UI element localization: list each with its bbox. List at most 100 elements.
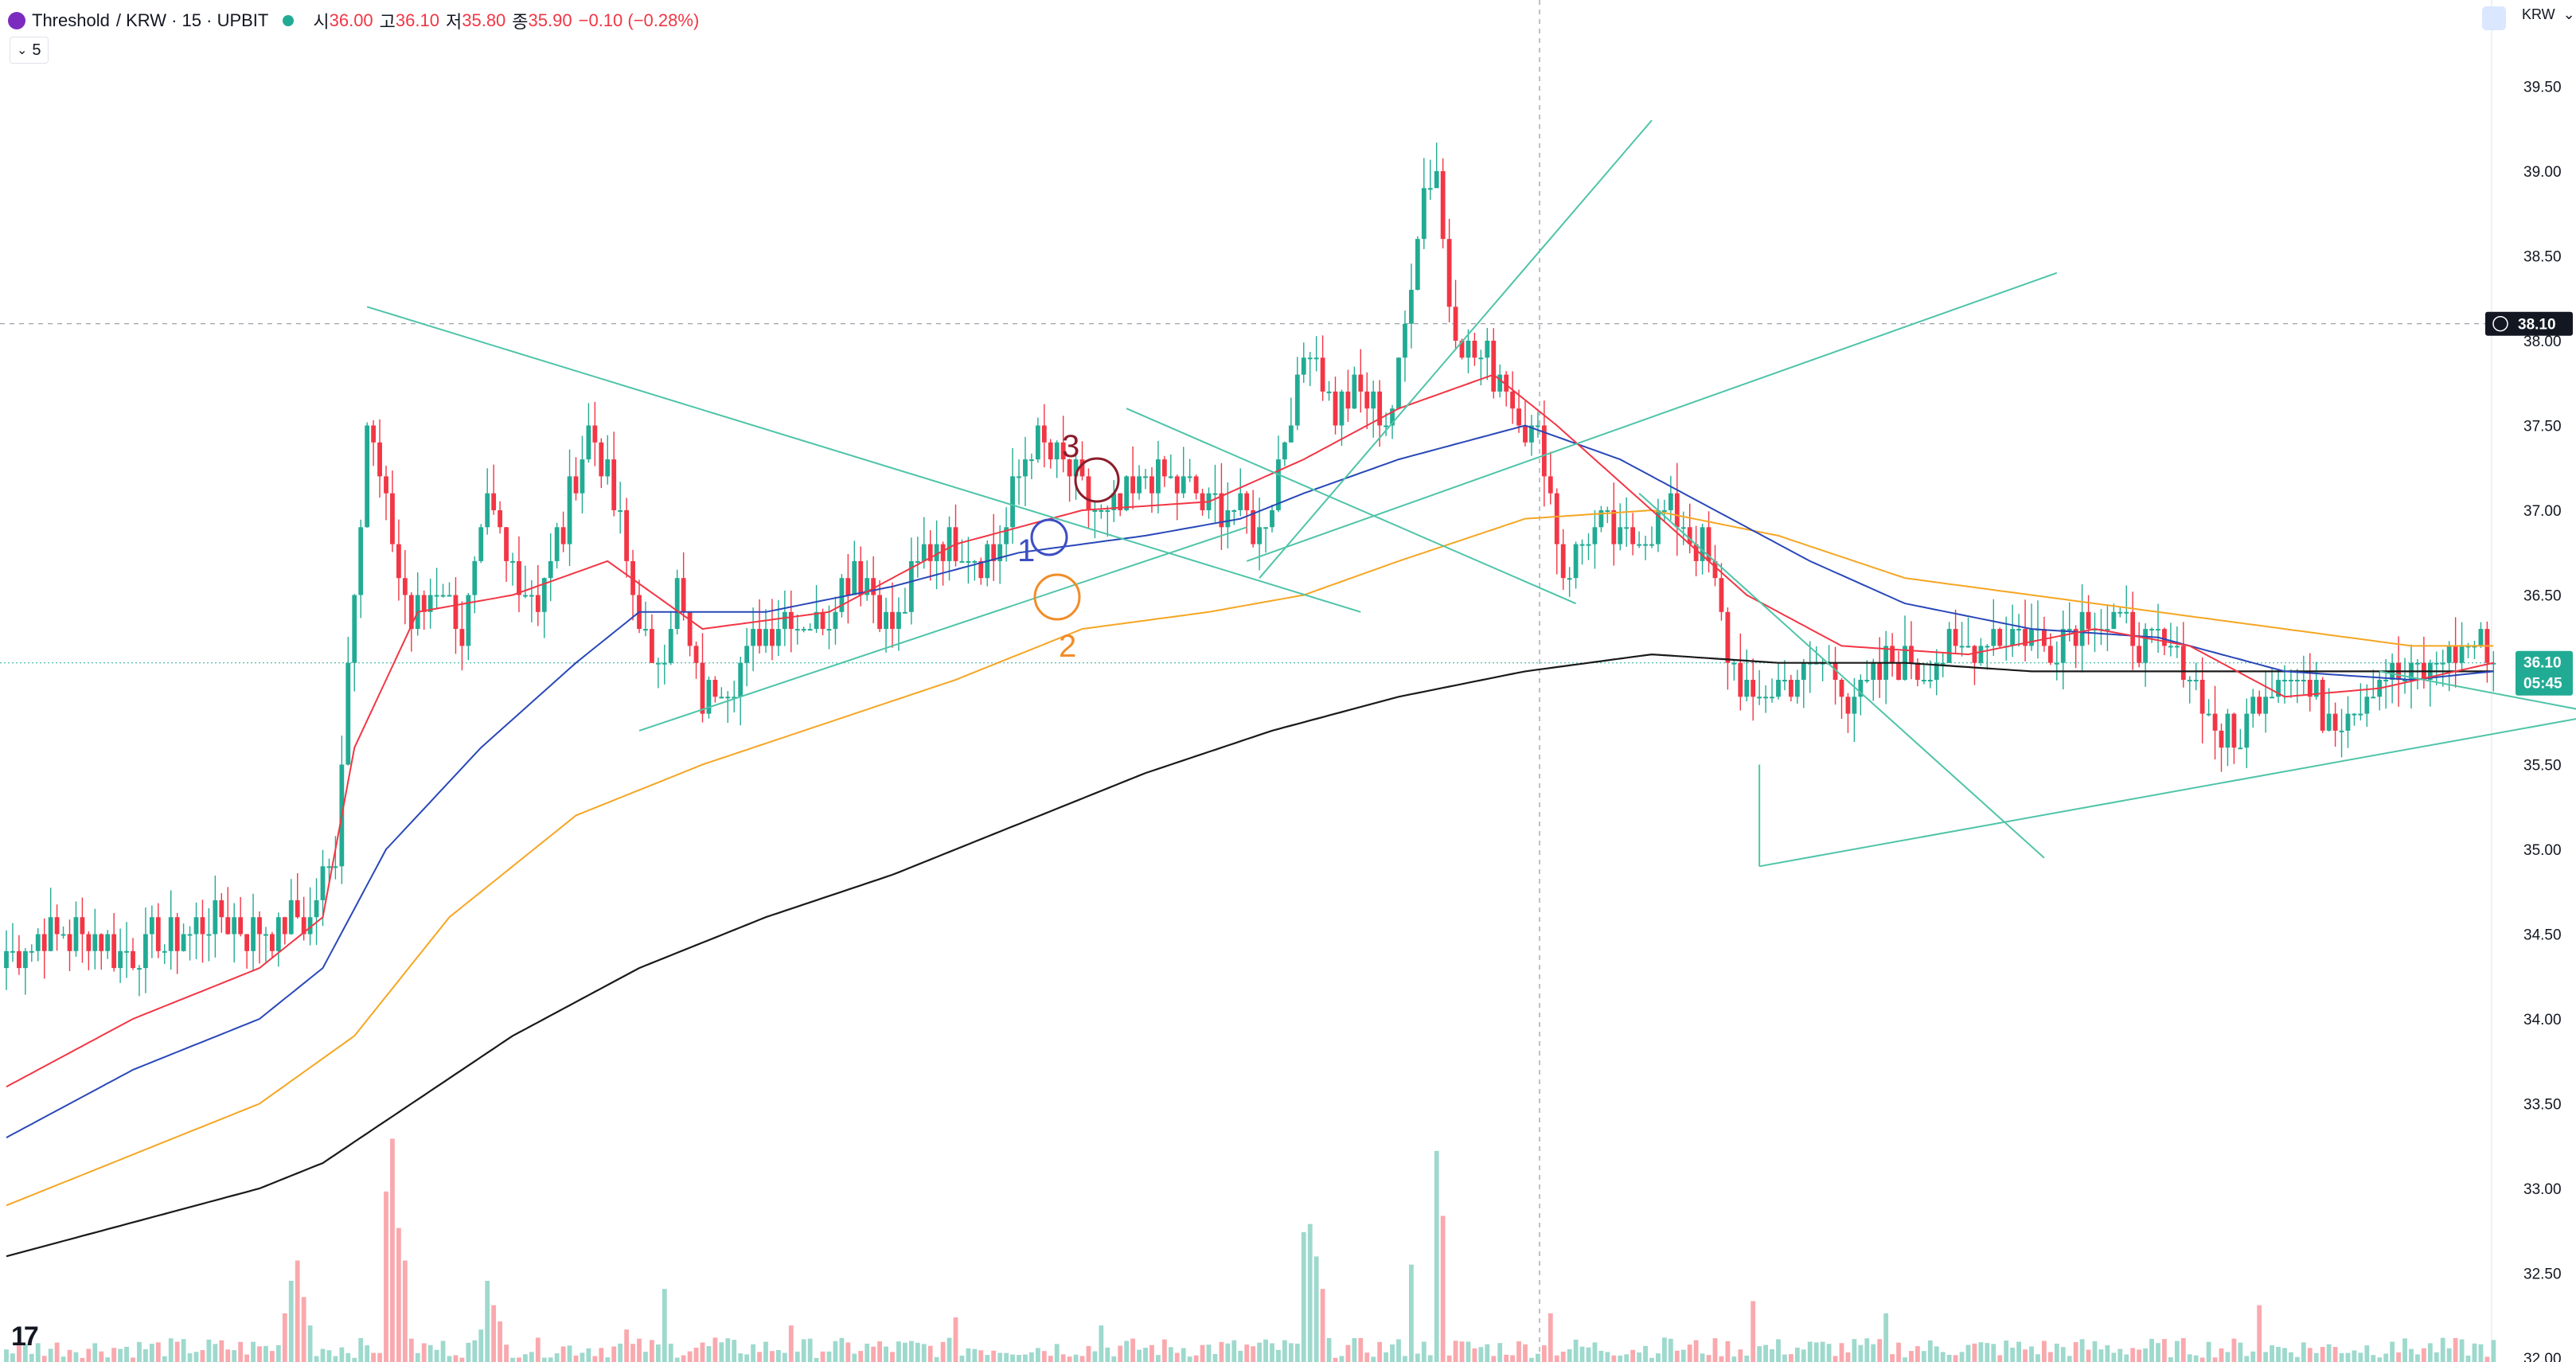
volume-bar (1611, 1355, 1617, 1362)
volume-bar (1023, 1354, 1028, 1362)
candle-body (1794, 680, 1800, 697)
volume-bar (472, 1340, 478, 1362)
volume-bar (1813, 1342, 1819, 1362)
volume-bar (1459, 1341, 1465, 1362)
annotation-label-2: 2 (1059, 629, 1076, 664)
volume-bar (459, 1357, 465, 1362)
volume-bar (2111, 1352, 2117, 1362)
candle-body (1446, 239, 1452, 307)
candle-body (1915, 662, 1920, 680)
volume-bar (2257, 1305, 2262, 1362)
candle-body (1516, 408, 1521, 426)
volume-bar (1384, 1352, 1388, 1362)
currency-select[interactable]: KRW ⌄ (2522, 6, 2575, 23)
volume-bar (2307, 1348, 2313, 1362)
volume-bar (2079, 1339, 2085, 1362)
candle-body (155, 917, 161, 951)
candle-body (206, 934, 212, 936)
volume-bar (1231, 1340, 1237, 1362)
volume-bar (345, 1352, 351, 1362)
candle-body (567, 476, 572, 544)
volume-bar (1282, 1340, 1287, 1362)
candle-body (2016, 629, 2021, 631)
symbol-name[interactable]: Threshold (32, 10, 110, 30)
volume-bar (940, 1341, 946, 1362)
volume-bar (2478, 1344, 2484, 1362)
candle-body (1953, 629, 1958, 646)
volume-bar (1313, 1256, 1319, 1362)
volume-bar (1839, 1343, 1844, 1362)
volume-bar (1409, 1264, 1414, 1362)
candle-body (1706, 527, 1711, 561)
volume-bar (1212, 1353, 1218, 1362)
candle-body (921, 544, 927, 561)
indicator-toggle[interactable]: ⌄ 5 (10, 37, 49, 64)
candle-body (1845, 697, 1851, 714)
tradingview-logo-icon: 17 (11, 1321, 39, 1352)
candle-body (801, 629, 806, 631)
volume-bar (1896, 1342, 1901, 1362)
candle-body (314, 900, 319, 918)
volume-bar (605, 1357, 611, 1362)
candle-body (1478, 357, 1484, 360)
volume-bar (2301, 1342, 2306, 1362)
volume-bar (2289, 1352, 2293, 1362)
volume-bar (1915, 1346, 1920, 1362)
volume-bar (2332, 1347, 2338, 1362)
volume-bar (1257, 1342, 1262, 1362)
candle-body (1440, 171, 1446, 240)
volume-bar (2193, 1355, 2199, 1362)
candle-body (839, 578, 845, 612)
candle-body (1560, 544, 1566, 579)
candle-body (1529, 425, 1534, 443)
volume-bar (1434, 1150, 1439, 1362)
candle-body (770, 629, 775, 646)
candle-body (959, 560, 965, 563)
screenshot-icon[interactable] (2482, 6, 2506, 30)
candle-body (1073, 459, 1079, 477)
volume-bar (1377, 1341, 1383, 1362)
candle-body (137, 968, 142, 970)
volume-bar (637, 1338, 642, 1362)
candle-body (2276, 680, 2281, 697)
candle-body (377, 442, 382, 477)
candle-body (877, 595, 882, 630)
candle-body (2156, 629, 2160, 631)
candle-body (1719, 578, 1724, 612)
y-tick-label: 36.50 (2523, 588, 2562, 605)
candle-body (73, 917, 79, 951)
y-tick-label: 32.00 (2523, 1351, 2562, 1362)
candle-body (2067, 629, 2072, 631)
volume-bar (41, 1356, 47, 1362)
volume-bar (1118, 1345, 1123, 1362)
candle-body (1326, 391, 1332, 393)
candle-body (396, 544, 401, 579)
candle-body (991, 544, 997, 561)
pair-info[interactable]: / KRW · 15 · UPBIT (115, 10, 269, 30)
candle-body (2047, 646, 2053, 663)
candle-body (1396, 357, 1401, 409)
candle-body (1770, 697, 1774, 699)
volume-bar (991, 1350, 997, 1362)
volume-bar (2238, 1342, 2243, 1362)
volume-bar (763, 1341, 768, 1362)
volume-bar (1523, 1344, 1528, 1362)
volume-bar (2168, 1357, 2173, 1362)
volume-bar (275, 1344, 281, 1362)
candle-body (927, 544, 933, 561)
volume-bar (1099, 1325, 1104, 1362)
candle-body (1294, 374, 1300, 426)
candle-body (263, 934, 268, 936)
candle-body (434, 595, 439, 597)
candle-body (295, 900, 300, 918)
candle-body (517, 560, 521, 595)
trendline (2379, 670, 2576, 710)
volume-bar (2313, 1352, 2319, 1362)
candle-body (1934, 662, 1939, 680)
volume-bar (510, 1357, 515, 1362)
volume-bar (1294, 1343, 1300, 1362)
volume-bar (1826, 1344, 1832, 1362)
candle-body (1972, 646, 1977, 663)
